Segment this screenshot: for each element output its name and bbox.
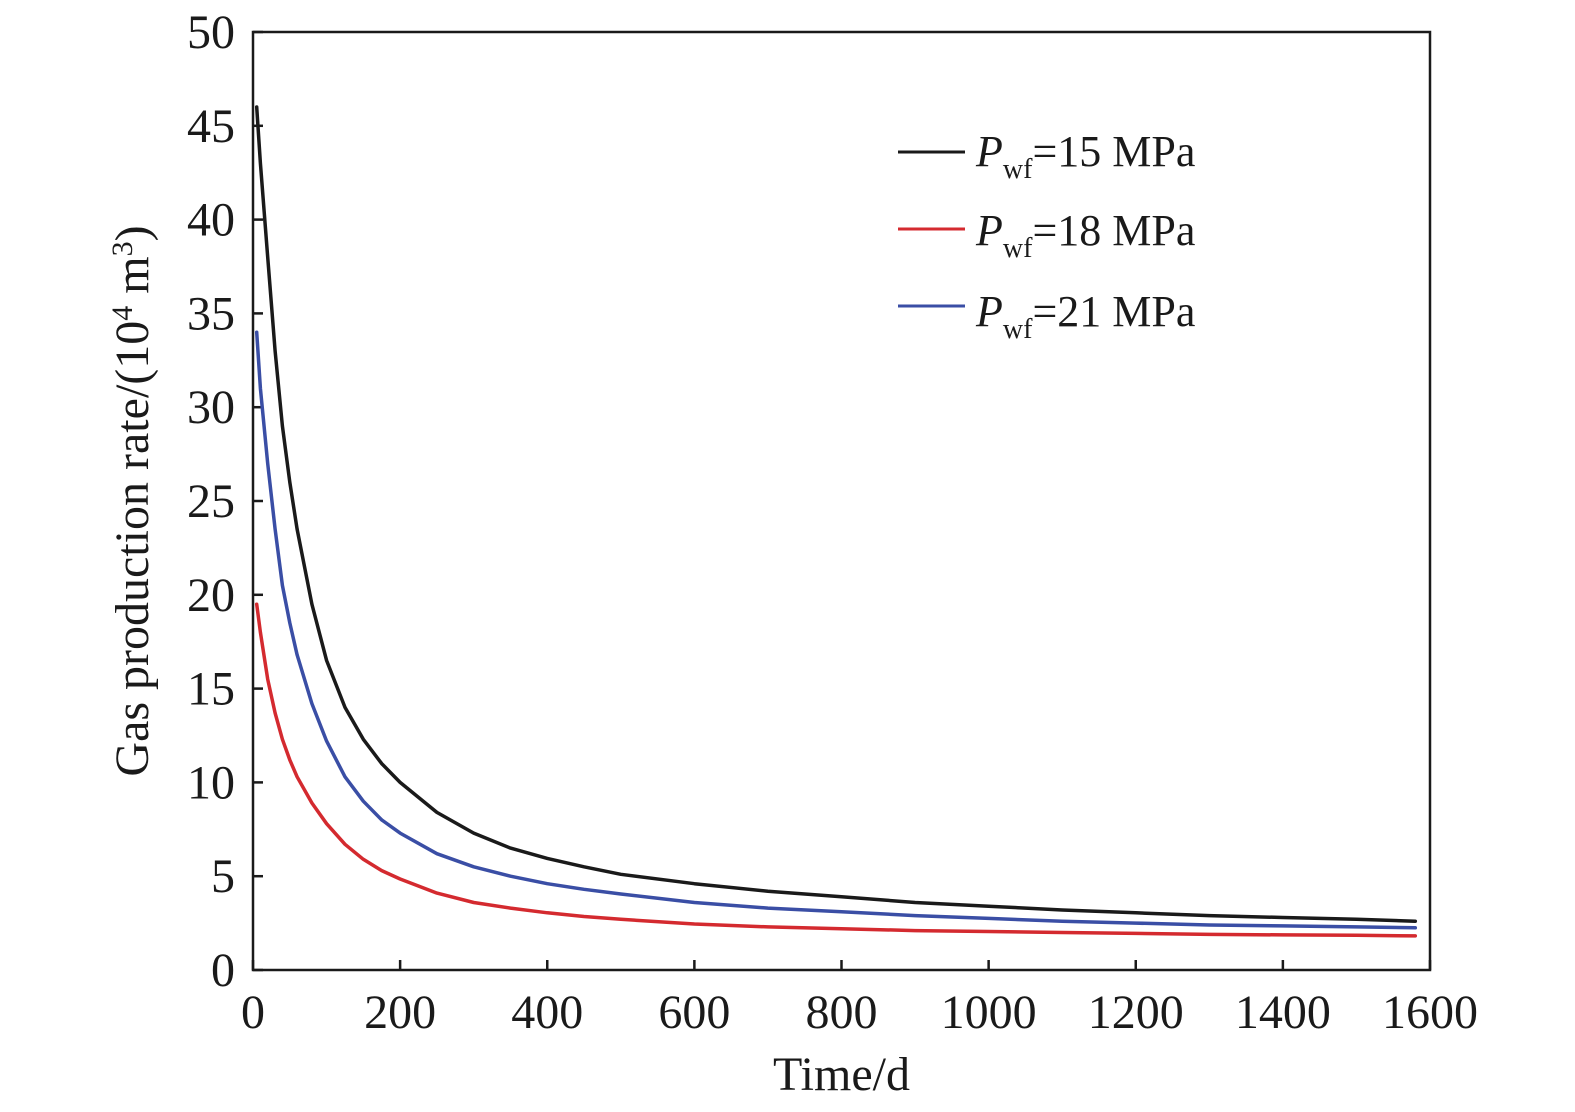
legend-value: =21 MPa: [1032, 287, 1195, 336]
x-tick-label: 1200: [1088, 986, 1184, 1039]
legend-entry: Pwf=15 MPa: [898, 127, 1195, 185]
legend-label: Pwf=18 MPa: [975, 206, 1195, 264]
y-tick-label: 35: [187, 287, 235, 340]
y-tick-label: 20: [187, 569, 235, 622]
series-line: [254, 105, 1418, 923]
legend-subscript: wf: [1003, 314, 1033, 345]
ticks-layer: 0 200 400 600 800 1000 1200 1400 1600 0 5 10 15 20 25 3…: [187, 6, 1478, 1039]
series-line: [254, 602, 1418, 938]
x-tick-label: 1600: [1382, 986, 1478, 1039]
y-tick-label: 45: [187, 100, 235, 153]
legend-label: Pwf=15 MPa: [975, 127, 1195, 185]
y-axis-title-exp1: 4: [106, 306, 139, 321]
y-tick-label: 30: [187, 381, 235, 434]
x-tick-label: 600: [658, 986, 730, 1039]
y-axis-title-suffix: ): [106, 225, 159, 241]
y-tick-label: 15: [187, 663, 235, 716]
legend-subscript: wf: [1003, 154, 1033, 185]
legend-entry: Pwf=18 MPa: [898, 206, 1195, 264]
legend-subscript: wf: [1003, 233, 1033, 264]
x-tick-label: 200: [364, 986, 436, 1039]
legend-symbol: P: [975, 206, 1003, 255]
legend-entry: Pwf=21 MPa: [898, 287, 1195, 345]
series-line: [254, 330, 1418, 930]
y-tick-label: 10: [187, 756, 235, 809]
x-tick-label: 1000: [941, 986, 1037, 1039]
y-axis-title: Gas production rate/(104 m3): [106, 225, 160, 776]
x-tick-label: 0: [241, 986, 265, 1039]
y-tick-label: 0: [211, 944, 235, 997]
y-tick-label: 5: [211, 850, 235, 903]
legend: Pwf=15 MPa Pwf=18 MPa Pwf=21 MPa: [898, 127, 1195, 345]
y-axis-title-exp2: 3: [106, 241, 139, 256]
legend-symbol: P: [975, 287, 1003, 336]
plot-frame: [251, 30, 1432, 972]
y-axis-title-mid: m: [106, 256, 159, 305]
y-tick-label: 25: [187, 475, 235, 528]
x-axis-title: Time/d: [773, 1048, 910, 1101]
legend-value: =15 MPa: [1032, 127, 1195, 176]
legend-label: Pwf=21 MPa: [975, 287, 1195, 345]
y-tick-label: 40: [187, 194, 235, 247]
series-layer: [254, 105, 1418, 938]
y-tick-label: 50: [187, 6, 235, 59]
legend-value: =18 MPa: [1032, 206, 1195, 255]
x-tick-label: 800: [806, 986, 878, 1039]
x-tick-label: 400: [511, 986, 583, 1039]
x-tick-label: 1400: [1235, 986, 1331, 1039]
y-axis-title-prefix: Gas production rate/(10: [106, 321, 159, 777]
legend-symbol: P: [975, 127, 1003, 176]
